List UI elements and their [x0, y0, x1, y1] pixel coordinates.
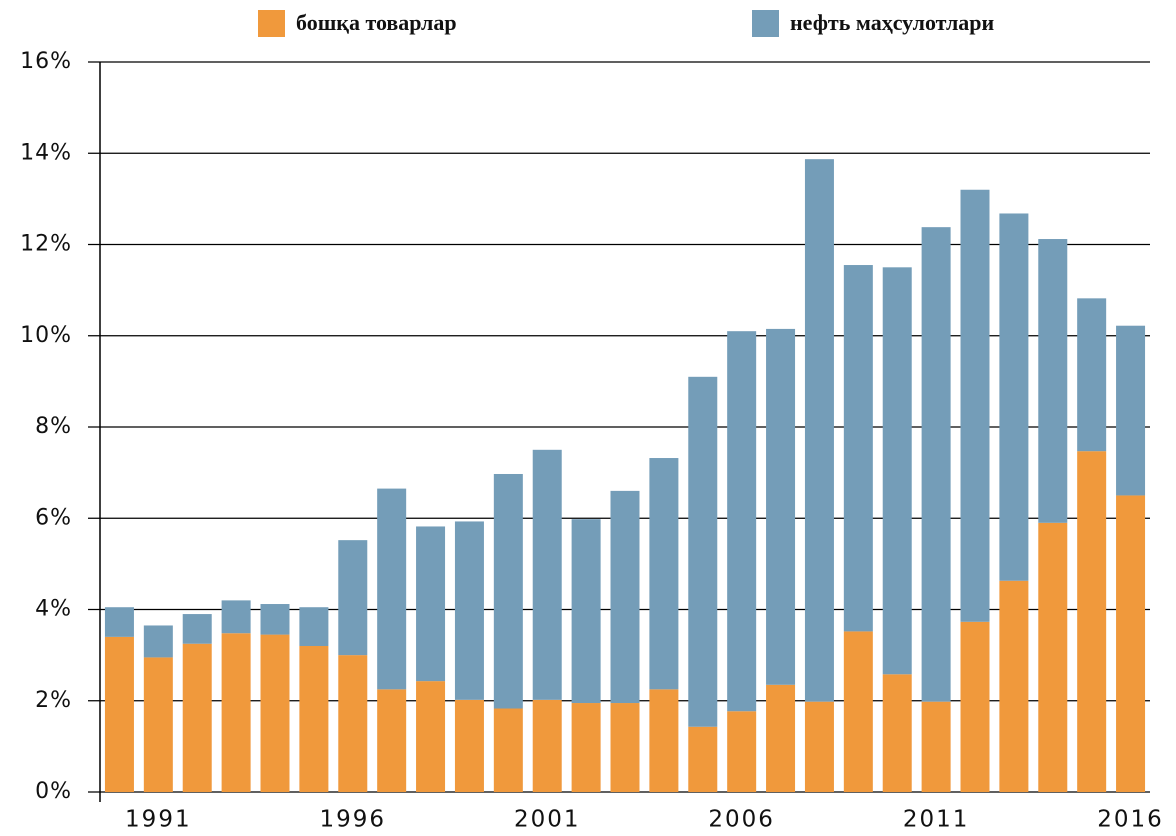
- x-tick-label: 1991: [125, 807, 192, 833]
- y-tick-label: 10%: [20, 323, 72, 348]
- bar-segment: [843, 265, 873, 632]
- bar-segment: [1038, 522, 1068, 792]
- bar-segment: [882, 267, 912, 675]
- bar-segment: [1116, 325, 1146, 496]
- y-tick-label: 16%: [20, 49, 72, 74]
- bar-segment: [804, 701, 834, 792]
- bar-segment: [338, 540, 368, 656]
- bar-segment: [143, 625, 173, 658]
- bar-segment: [1077, 298, 1107, 452]
- bar-segment: [804, 159, 834, 702]
- bar-segment: [143, 657, 173, 792]
- bar-segment: [532, 449, 562, 700]
- bar-segment: [454, 521, 484, 700]
- bar-segment: [843, 631, 873, 792]
- bar-segment: [493, 473, 523, 709]
- y-tick-label: 8%: [35, 414, 72, 439]
- bar-segment: [921, 227, 951, 702]
- bar-segment: [921, 701, 951, 792]
- x-tick-label: 1996: [320, 807, 387, 833]
- legend-label: бошқа товарлар: [296, 10, 457, 35]
- bar-segment: [182, 643, 212, 792]
- bar-segment: [571, 703, 601, 792]
- bar-segment: [688, 726, 718, 792]
- bar-segment: [960, 621, 990, 792]
- bar-segment: [416, 681, 446, 792]
- bar-segment: [571, 519, 601, 704]
- bar-segment: [882, 674, 912, 792]
- bar-segment: [260, 604, 290, 635]
- x-tick-label: 2001: [514, 807, 581, 833]
- bar-segment: [454, 699, 484, 792]
- x-tick-label: 2016: [1097, 807, 1164, 833]
- bar-segment: [104, 607, 134, 637]
- bar-segment: [532, 699, 562, 792]
- y-tick-label: 2%: [35, 688, 72, 713]
- bar-segment: [766, 684, 796, 792]
- bar-segment: [999, 213, 1029, 581]
- y-tick-label: 12%: [20, 232, 72, 257]
- bar-segment: [688, 376, 718, 727]
- bar-segment: [338, 655, 368, 792]
- bar-segment: [493, 708, 523, 792]
- bar-segment: [610, 703, 640, 792]
- bar-segment: [260, 634, 290, 792]
- bar-segment: [299, 607, 329, 646]
- legend-swatch: [752, 10, 779, 37]
- bar-segment: [766, 328, 796, 685]
- legend-label: нефть маҳсулотлари: [790, 10, 995, 35]
- bar-segment: [221, 633, 251, 792]
- y-tick-label: 14%: [20, 140, 72, 165]
- bar-segment: [377, 689, 407, 792]
- x-tick-label: 2006: [708, 807, 775, 833]
- bar-segment: [416, 526, 446, 682]
- bar-segment: [104, 636, 134, 792]
- y-tick-label: 0%: [35, 779, 72, 804]
- bar-segment: [999, 580, 1029, 792]
- bar-segment: [727, 711, 757, 792]
- bar-segment: [377, 488, 407, 690]
- bar-segment: [221, 600, 251, 634]
- bar-segment: [649, 458, 679, 690]
- bar-segment: [1077, 451, 1107, 792]
- bar-segment: [649, 689, 679, 792]
- bar-segment: [610, 490, 640, 704]
- bar-segment: [727, 331, 757, 712]
- bar-segment: [1116, 495, 1146, 792]
- bar-segment: [182, 614, 212, 644]
- bar-segment: [960, 189, 990, 622]
- y-tick-label: 6%: [35, 505, 72, 530]
- legend-swatch: [258, 10, 285, 37]
- bar-segment: [299, 646, 329, 792]
- bar-segment: [1038, 239, 1068, 523]
- x-tick-label: 2011: [903, 807, 970, 833]
- y-tick-label: 4%: [35, 597, 72, 622]
